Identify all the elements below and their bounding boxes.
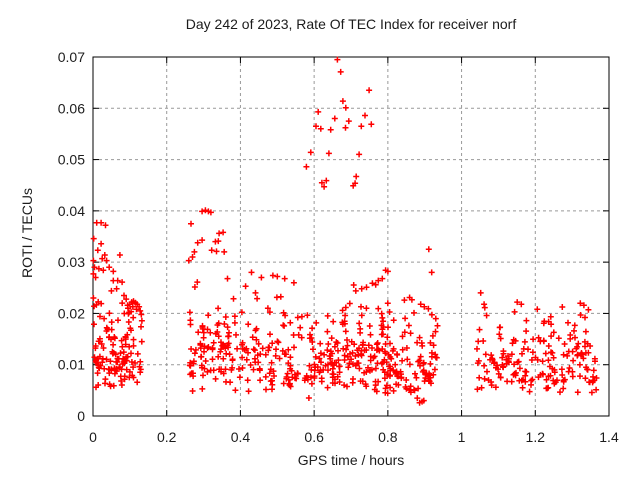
- x-tick-label: 1.4: [599, 429, 619, 445]
- tick-labels: 0 0.2 0.4 0.6 0.8 1 1.2 1.4 0 0.01 0.02 0.03 0.04 0.0…: [58, 49, 619, 445]
- x-tick-label: 0.2: [157, 429, 177, 445]
- y-tick-label: 0.02: [58, 305, 85, 321]
- scatter-points: [90, 56, 600, 406]
- chart-title: Day 242 of 2023, Rate Of TEC Index for r…: [185, 16, 517, 32]
- x-tick-label: 0: [89, 429, 97, 445]
- x-tick-label: 1.2: [526, 429, 546, 445]
- x-axis-label: GPS time / hours: [297, 452, 405, 468]
- y-tick-label: 0.04: [58, 203, 85, 219]
- y-tick-label: 0.03: [58, 254, 85, 270]
- x-tick-label: 0.8: [378, 429, 398, 445]
- x-tick-label: 1: [458, 429, 466, 445]
- roti-series-markers: [90, 56, 600, 406]
- y-tick-label: 0: [77, 408, 85, 424]
- x-tick-label: 0.4: [231, 429, 251, 445]
- y-tick-label: 0.05: [58, 152, 85, 168]
- y-tick-label: 0.07: [58, 49, 85, 65]
- x-tick-label: 0.6: [304, 429, 324, 445]
- tick-marks: [92, 56, 610, 417]
- y-tick-label: 0.06: [58, 100, 85, 116]
- y-tick-label: 0.01: [58, 357, 85, 373]
